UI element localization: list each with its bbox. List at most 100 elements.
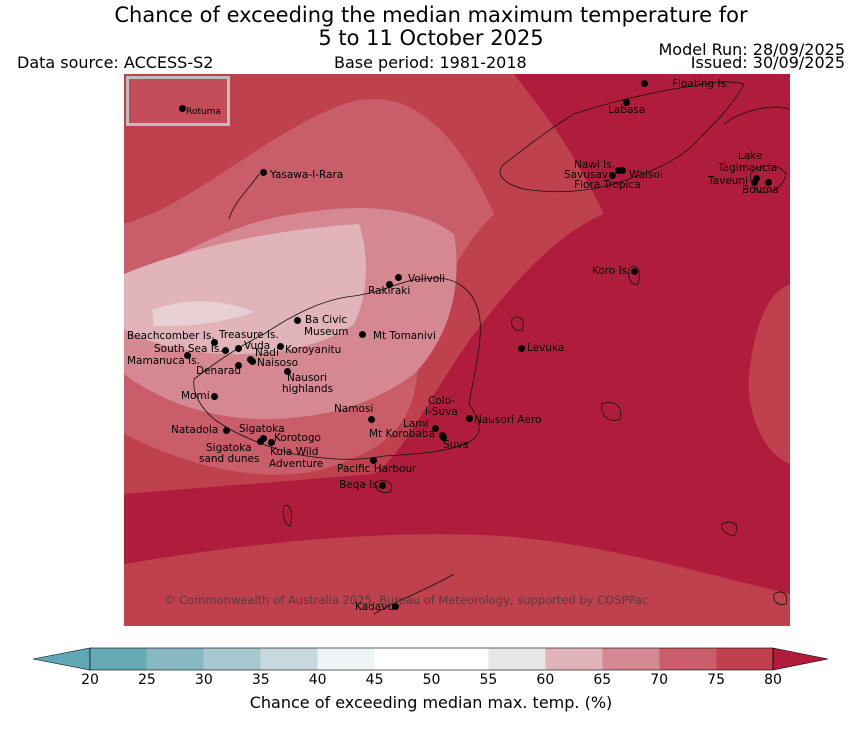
koro-coast	[628, 265, 640, 285]
colorbar-under-arrow	[33, 647, 91, 671]
place-marker	[248, 357, 256, 365]
place-label: Lami	[403, 418, 429, 430]
place-label: Tagimaucia	[718, 162, 778, 174]
colorbar-segment	[146, 648, 204, 670]
place-marker	[276, 342, 284, 350]
place-label: Koro Is.	[592, 265, 631, 277]
colorbar-segment	[431, 648, 489, 670]
south-east-coast	[773, 591, 788, 605]
colorbar-frame	[89, 647, 774, 671]
place-marker	[259, 168, 267, 176]
colorbar-segment	[716, 648, 773, 670]
colorbar-tick-label: 65	[593, 672, 612, 688]
place-marker	[391, 602, 399, 610]
place-label: Taveuni	[708, 175, 749, 187]
place-label: Labasa	[608, 104, 646, 116]
place-label: Vuda	[244, 340, 271, 352]
base-period: Base period: 1981-2018	[334, 53, 527, 72]
place-marker	[259, 434, 267, 442]
place-marker	[385, 280, 393, 288]
place-marker	[465, 414, 473, 422]
place-marker	[378, 481, 386, 489]
place-label: Pacific Harbour	[337, 463, 417, 475]
colorbar-segment	[260, 648, 318, 670]
place-marker	[608, 171, 616, 179]
colorbar-segment	[488, 648, 546, 670]
place-label: Volivoli	[408, 273, 446, 285]
yasawa-coast	[228, 173, 260, 220]
contour-70-75-east	[748, 284, 790, 464]
beqa-coast	[375, 480, 393, 493]
lau-coast	[721, 521, 738, 537]
place-label: Kula Wild	[270, 446, 319, 458]
place-label: Colo-	[428, 395, 456, 407]
colorbar-tick-label: 40	[308, 672, 327, 688]
place-label: Suva	[443, 439, 469, 451]
contour-50-55	[152, 301, 254, 327]
place-label: Denarau	[196, 365, 242, 377]
colorbar-tick-label: 45	[365, 672, 384, 688]
rotuma-marker	[178, 104, 186, 112]
place-label: Korotogo	[274, 432, 321, 444]
place-label: South Sea Is.	[154, 343, 223, 355]
place-marker	[431, 424, 439, 432]
colorbar-segment	[545, 648, 603, 670]
place-label: Nawi Is.	[574, 159, 616, 171]
place-marker	[630, 267, 638, 275]
place-marker	[283, 367, 291, 375]
colorbar-segment	[317, 648, 375, 670]
place-marker	[614, 166, 622, 174]
copyright-notice: © Commonwealth of Australia 2025, Bureau…	[164, 593, 649, 607]
place-marker	[439, 433, 447, 441]
colorbar-tick-label: 25	[137, 672, 156, 688]
place-marker	[358, 330, 366, 338]
place-label: Kadavu	[355, 601, 395, 613]
place-marker	[256, 437, 264, 445]
colorbar-tick-label: 70	[650, 672, 669, 688]
place-label: I-Suva	[425, 406, 458, 418]
place-label: Museum	[304, 326, 349, 338]
place-marker	[210, 338, 218, 346]
island-coast	[601, 402, 622, 421]
place-label: Rakiraki	[368, 285, 411, 297]
colorbar-tick-label: 60	[536, 672, 555, 688]
place-marker	[222, 426, 230, 434]
place-marker	[293, 316, 301, 324]
place-label: Mt Tomanivi	[373, 330, 436, 342]
colorbar	[33, 647, 829, 671]
colorbar-label: Chance of exceeding median max. temp. (%…	[249, 693, 613, 712]
place-label: Naisoso	[257, 357, 298, 369]
place-label: Waisoi	[629, 169, 663, 181]
place-marker	[622, 98, 630, 106]
place-marker	[234, 344, 242, 352]
place-label: Nausori Aero	[474, 414, 542, 426]
colorbar-segment	[602, 648, 660, 670]
contour-70-75-south	[124, 534, 790, 626]
place-label: Flora Tropica	[574, 179, 641, 191]
place-marker	[369, 456, 377, 464]
map-title-line1: Chance of exceeding the median maximum t…	[114, 3, 748, 27]
place-marker	[210, 392, 218, 400]
colorbar-tick-label: 50	[422, 672, 441, 688]
place-marker	[267, 438, 275, 446]
place-label: Sigatoka	[239, 423, 285, 435]
place-label: Beachcomber Is.	[127, 330, 215, 342]
place-marker	[517, 344, 525, 352]
vanua-levu-coast	[499, 81, 745, 193]
place-marker	[183, 351, 191, 359]
place-marker	[234, 361, 242, 369]
place-label: Lake	[738, 150, 763, 162]
map-title-line2: 5 to 11 October 2025	[318, 26, 544, 50]
colorbar-tick-label: 55	[479, 672, 498, 688]
place-label: Nadi	[255, 347, 279, 359]
place-label: Momi	[181, 390, 210, 402]
place-label: Mamanuca Is.	[127, 355, 200, 367]
viti-levu-coast	[193, 277, 481, 460]
issued-date: Issued: 30/09/2025	[690, 53, 845, 72]
place-label: Mt Korobaba	[369, 428, 436, 440]
vatulele-coast	[282, 504, 292, 527]
place-label: Beqa Is.	[339, 479, 382, 491]
kadavu-coast	[373, 573, 455, 615]
colorbar-segment	[659, 648, 717, 670]
place-label: Treasure Is.	[219, 329, 279, 341]
